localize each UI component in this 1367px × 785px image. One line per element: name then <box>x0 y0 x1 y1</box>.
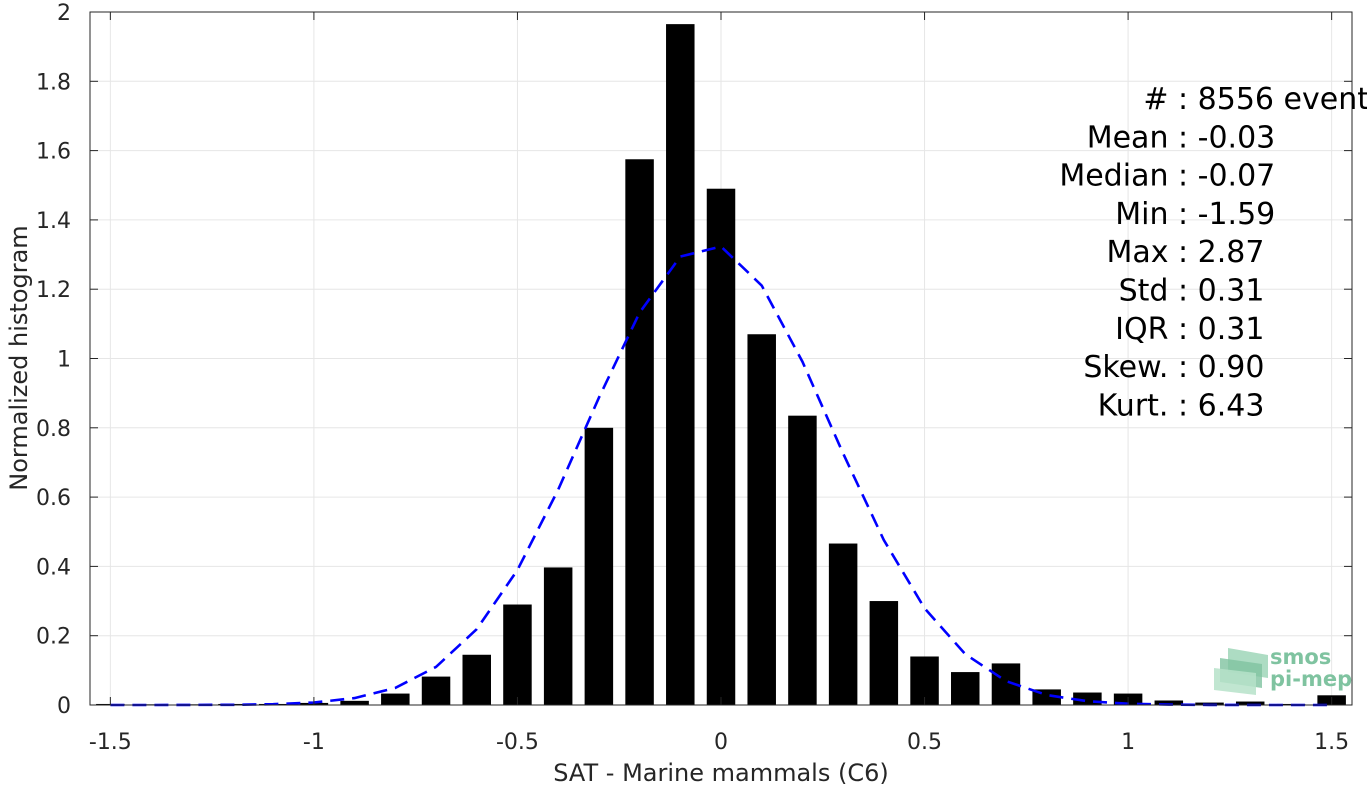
logo-text-line1: smos <box>1270 645 1331 669</box>
y-tick-label: 1.2 <box>36 278 71 303</box>
y-tick-label: 0 <box>57 694 71 719</box>
y-tick-label: 0.6 <box>36 486 71 511</box>
histogram-bar <box>910 656 939 705</box>
y-tick-label: 0.8 <box>36 417 71 442</box>
stat-line: IQR : 0.31 <box>1115 312 1264 347</box>
histogram-bar <box>747 334 776 705</box>
histogram-bar <box>340 700 369 705</box>
stat-line: Std : 0.31 <box>1119 274 1265 309</box>
y-tick-label: 0.4 <box>36 555 71 580</box>
x-tick-labels: -1.5 -1 -0.5 0 0.5 1 1.5 <box>89 730 1349 755</box>
histogram-bar <box>584 427 614 705</box>
histogram-bar <box>666 24 695 705</box>
stat-line: # : 8556 events <box>1143 82 1367 117</box>
smos-pimep-logo: smos pi-mep <box>1214 645 1352 695</box>
histogram-bars <box>96 24 1346 706</box>
x-axis-label: SAT - Marine mammals (C6) <box>553 759 888 785</box>
y-tick-labels: 0 0.2 0.4 0.6 0.8 1 1.2 1.4 1.6 1.8 2 <box>36 1 71 719</box>
x-tick-label: -0.5 <box>496 730 539 755</box>
histogram-bar <box>869 601 899 705</box>
stat-line: Kurt. : 6.43 <box>1098 388 1265 423</box>
y-axis-label: Normalized histogram <box>5 225 33 490</box>
y-tick-label: 1 <box>57 348 71 373</box>
histogram-bar <box>706 188 736 706</box>
histogram-bar <box>381 693 410 705</box>
stat-line: Skew. : 0.90 <box>1083 350 1264 385</box>
stat-line: Max : 2.87 <box>1106 235 1264 270</box>
x-tick-label: -1 <box>303 730 325 755</box>
histogram-bar <box>543 567 573 705</box>
y-tick-label: 1.8 <box>36 70 71 95</box>
histogram-bar <box>462 654 491 705</box>
stat-line: Median : -0.07 <box>1059 159 1275 194</box>
axis-ticks <box>90 11 1352 706</box>
histogram-bar <box>1154 700 1184 705</box>
y-tick-label: 2 <box>57 1 71 26</box>
histogram-bar <box>625 159 654 705</box>
histogram-bar <box>421 676 451 705</box>
y-tick-label: 1.4 <box>36 209 71 234</box>
logo-mark-icon <box>1214 648 1268 695</box>
histogram-bar <box>1235 701 1265 705</box>
logo-text-line2: pi-mep <box>1270 667 1352 691</box>
x-tick-label: -1.5 <box>89 730 132 755</box>
histogram-bar <box>503 604 532 705</box>
y-tick-label: 1.6 <box>36 140 71 165</box>
y-tick-label: 0.2 <box>36 625 71 650</box>
stat-line: Min : -1.59 <box>1115 197 1275 232</box>
histogram-bar <box>951 672 980 705</box>
histogram-bar <box>828 543 858 705</box>
x-tick-label: 0 <box>714 730 728 755</box>
x-tick-label: 0.5 <box>907 730 942 755</box>
histogram-bar <box>788 415 817 705</box>
stat-line: Mean : -0.03 <box>1087 120 1276 155</box>
histogram-bar <box>1276 703 1306 705</box>
x-tick-label: 1 <box>1121 730 1135 755</box>
x-tick-label: 1.5 <box>1314 730 1349 755</box>
